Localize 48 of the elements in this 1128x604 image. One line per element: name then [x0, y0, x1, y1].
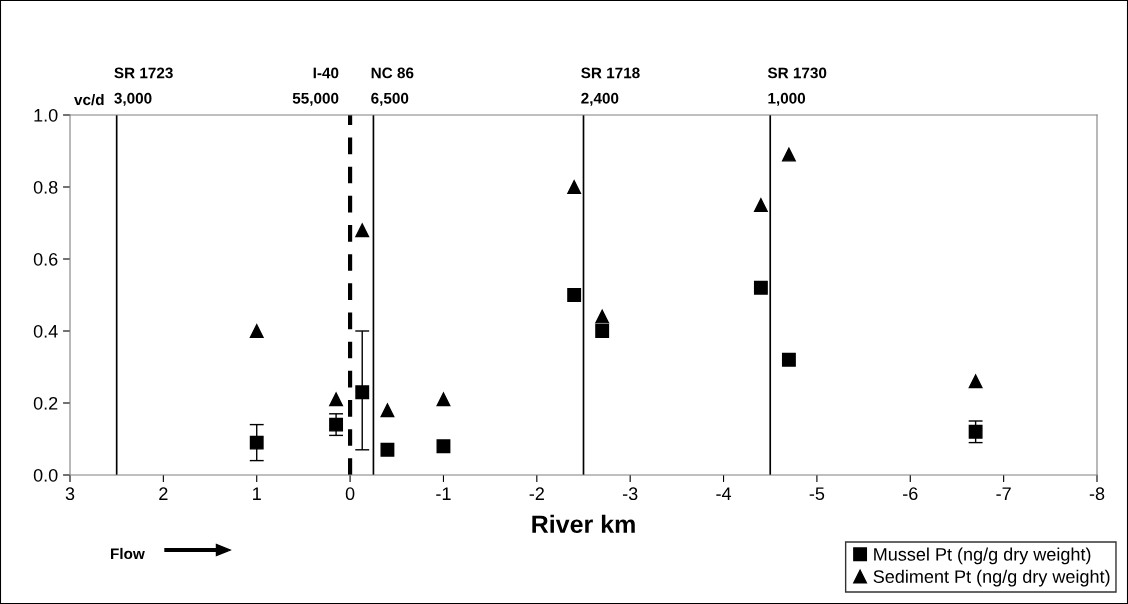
y-tick-label: 1.0 — [34, 108, 58, 122]
x-tick-label: -3 — [622, 487, 638, 501]
ref-line-label: NC 86 6,500 — [371, 67, 414, 106]
point — [781, 147, 796, 162]
point — [436, 439, 451, 454]
point — [781, 352, 796, 367]
ref-line-label: I-40 55,000 — [292, 67, 339, 106]
x-tick-label: -5 — [809, 487, 825, 501]
y-tick-label: 0.2 — [33, 396, 58, 410]
point — [329, 417, 344, 432]
point — [567, 180, 582, 194]
ref-line-label: SR 1718 2,400 — [581, 67, 640, 106]
ref-line-label: SR 1723 3,000 — [114, 67, 173, 106]
point — [380, 442, 395, 457]
point — [595, 324, 610, 338]
legend-label: Mussel Pt (ng/g dry weight) — [874, 547, 1091, 565]
point — [380, 403, 395, 418]
x-tick-label: 2 — [159, 487, 168, 500]
x-tick-label: -1 — [436, 487, 451, 500]
x-axis-title: River km — [532, 514, 635, 534]
text: Flow — [111, 547, 145, 560]
point — [249, 324, 264, 338]
point — [355, 223, 370, 238]
point — [436, 392, 451, 407]
x-tick-label: -4 — [716, 487, 732, 500]
x-tick-label: -7 — [996, 487, 1011, 500]
y-tick-label: 0.4 — [33, 324, 58, 338]
x-tick-label: -2 — [529, 487, 544, 500]
point — [753, 198, 768, 212]
y-tick-label: 0.8 — [33, 180, 58, 194]
point — [567, 288, 582, 302]
point — [355, 385, 370, 400]
x-tick-label: 3 — [65, 487, 75, 501]
point — [249, 435, 264, 450]
x-tick-label: 1 — [253, 487, 261, 500]
x-tick-label: -8 — [1089, 487, 1105, 501]
x-tick-label: 0 — [345, 487, 355, 501]
point — [968, 374, 983, 389]
y-tick-label: 0.6 — [33, 252, 58, 266]
x-tick-label: -6 — [903, 487, 918, 501]
legend-label: Sediment Pt (ng/g dry weight) — [873, 569, 1110, 587]
text: vc/d — [74, 93, 104, 106]
point — [329, 392, 344, 407]
ref-line-label: SR 1730 1,000 — [767, 67, 827, 106]
point — [753, 280, 768, 295]
point — [595, 309, 610, 324]
y-tick-label: 0.0 — [33, 468, 58, 482]
point — [968, 424, 983, 439]
